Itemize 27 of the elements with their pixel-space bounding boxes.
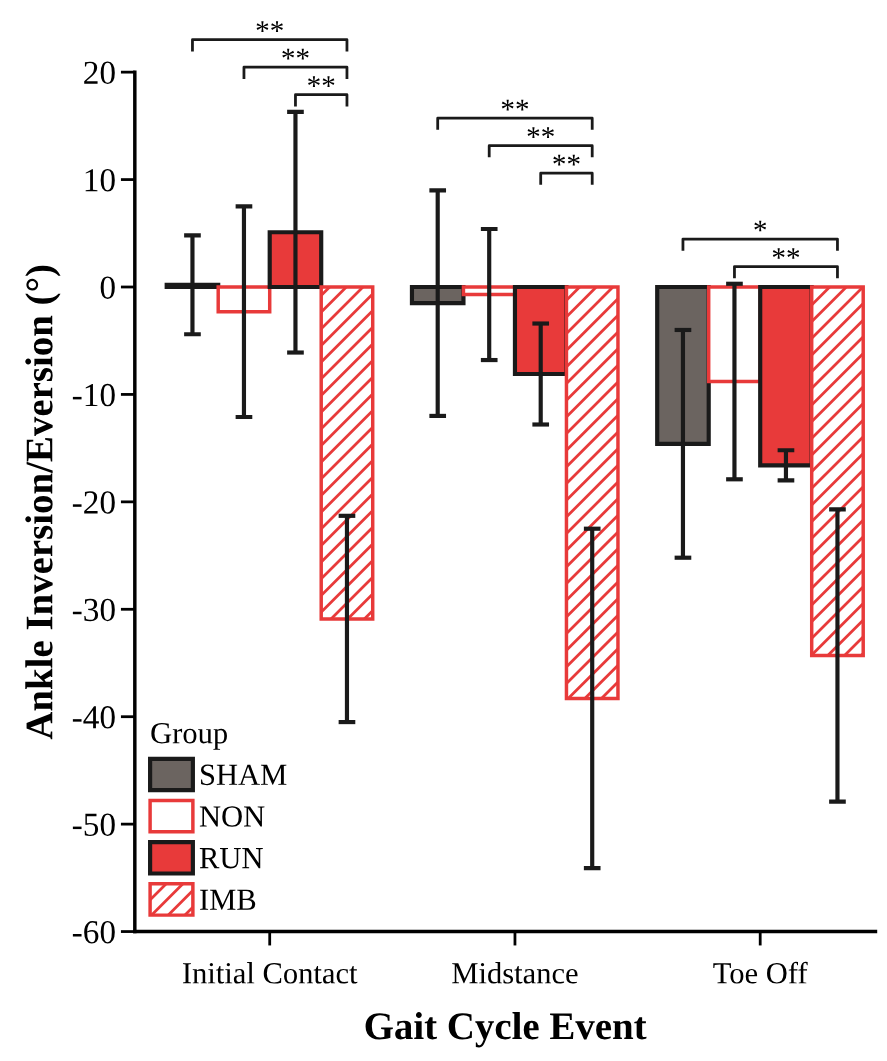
text: ** [256, 21, 283, 32]
legend-label: IMB [200, 889, 256, 910]
annotation: ** [501, 99, 529, 111]
y-tick-label: 10 [85, 168, 115, 192]
legend-label: SHAM [201, 764, 287, 786]
legend-label: NON [199, 806, 265, 827]
y-tick-label: -60 [72, 920, 115, 944]
legend-title: Group [151, 722, 227, 750]
x-tick-label: Toe Off [713, 961, 808, 984]
y-tick-label: 0 [100, 276, 115, 299]
y-tick-label: -40 [72, 706, 115, 729]
y-tick-label: -50 [72, 813, 115, 837]
legend-label: RUN [199, 848, 263, 869]
annotation: * [754, 220, 767, 232]
x-tick-label: Midstance [452, 962, 578, 984]
annotation: ** [308, 76, 335, 87]
x-tick-label: Initial Contact [182, 962, 358, 984]
x-axis-title: Gait Cycle Event [365, 1012, 647, 1048]
y-axis-title: Ankle Inversion/Eversion (°) [25, 265, 61, 740]
annotation: ** [772, 248, 800, 259]
annotation: ** [553, 154, 580, 166]
y-tick-label: -20 [72, 491, 115, 514]
y-tick-label: 20 [84, 61, 115, 85]
y-tick-label: -10 [72, 383, 115, 407]
text: ** [282, 48, 309, 60]
y-tick-label: -30 [72, 598, 115, 622]
annotation: ** [527, 127, 554, 138]
